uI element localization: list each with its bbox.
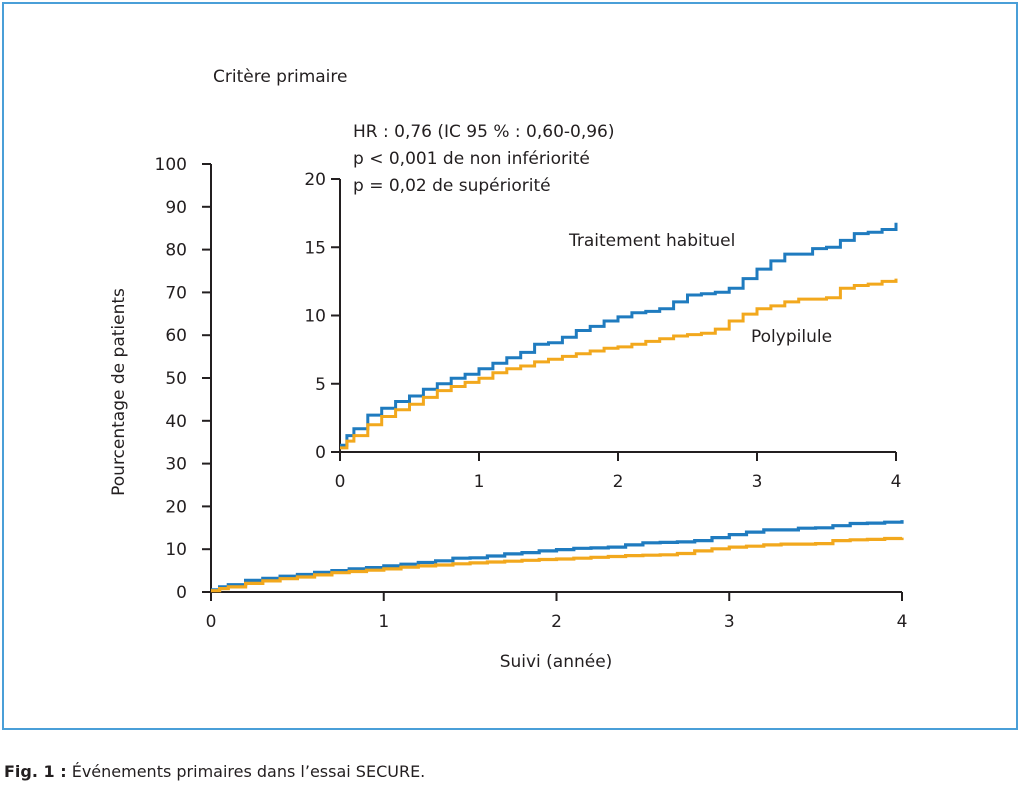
- main-y-tick-label: 60: [165, 326, 187, 346]
- inset-y-tick-label: 20: [304, 170, 326, 190]
- main-x-tick-label: 1: [378, 612, 389, 632]
- main-x-tick-label: 2: [551, 612, 562, 632]
- main-y-tick-label: 0: [176, 583, 187, 603]
- main-y-tick-label: 50: [165, 369, 187, 389]
- inset-x-tick-label: 1: [474, 472, 485, 492]
- caption-text: Événements primaires dans l’essai SECURE…: [71, 762, 426, 781]
- inset-x-tick-label: 2: [613, 472, 624, 492]
- annotation-hr: HR : 0,76 (IC 95 % : 0,60-0,96): [353, 122, 615, 142]
- main-series-line-usual-care: [211, 520, 904, 592]
- main-y-tick-label: 30: [165, 455, 187, 475]
- main-x-tick-label: 3: [724, 612, 735, 632]
- series-label-usual-care: Traitement habituel: [568, 231, 735, 251]
- main-series-line-polypill: [211, 536, 904, 593]
- main-y-tick-label: 100: [155, 155, 187, 175]
- figure-caption: Fig. 1 : Événements primaires dans l’ess…: [4, 762, 425, 781]
- caption-label: Fig. 1 :: [4, 762, 67, 781]
- inset-y-tick-label: 5: [315, 375, 326, 395]
- inset-series-line-usual-care: [340, 222, 898, 447]
- inset-series-line-polypill: [340, 278, 898, 450]
- figure-frame: [2, 2, 1018, 730]
- inset-x-tick-label: 3: [752, 472, 763, 492]
- main-x-tick-label: 0: [206, 612, 217, 632]
- main-y-axis-label: Pourcentage de patients: [109, 288, 129, 496]
- panel-title: Critère primaire: [213, 67, 347, 87]
- main-y-tick-label: 70: [165, 283, 187, 303]
- inset-x-tick-label: 4: [891, 472, 902, 492]
- inset-x-tick-label: 0: [335, 472, 346, 492]
- main-series: [211, 520, 904, 593]
- main-x-tick-label: 4: [897, 612, 908, 632]
- annotation-noninferiority: p < 0,001 de non infériorité: [353, 149, 590, 169]
- inset-series: [340, 222, 898, 450]
- main-y-tick-label: 90: [165, 198, 187, 218]
- inset-ticks: 0 5 10 15 20 0 1 2 3 4: [304, 170, 901, 492]
- annotation-superiority: p = 0,02 de supériorité: [353, 176, 551, 196]
- inset-y-tick-label: 15: [304, 238, 326, 258]
- inset-y-tick-label: 10: [304, 307, 326, 327]
- main-y-tick-label: 40: [165, 412, 187, 432]
- main-y-tick-label: 80: [165, 241, 187, 261]
- main-y-tick-label: 20: [165, 497, 187, 517]
- inset-y-tick-label: 0: [315, 443, 326, 463]
- main-y-tick-label: 10: [165, 540, 187, 560]
- main-x-axis-label: Suivi (année): [500, 652, 613, 672]
- series-label-polypill: Polypilule: [751, 327, 832, 347]
